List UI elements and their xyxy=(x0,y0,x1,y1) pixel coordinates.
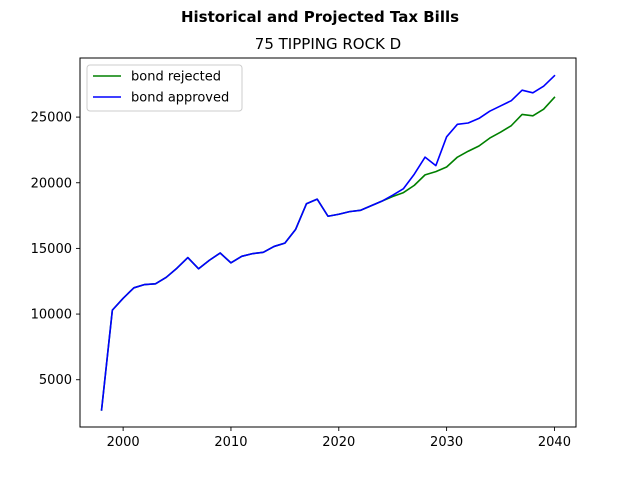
y-tick-label: 10000 xyxy=(31,308,72,323)
legend: bond rejected bond approved xyxy=(86,64,243,112)
series-line-bond-rejected xyxy=(100,96,556,411)
y-tick-label: 5000 xyxy=(39,373,72,388)
x-tick-label: 2030 xyxy=(430,435,463,450)
legend-entry-label: bond rejected xyxy=(131,70,221,85)
chart-suptitle: Historical and Projected Tax Bills xyxy=(181,8,459,26)
y-tick-label: 20000 xyxy=(31,176,72,191)
y-axis: 5000 10000 15000 20000 25000 xyxy=(31,111,80,388)
series-line-bond-approved xyxy=(100,74,556,411)
y-tick-label: 25000 xyxy=(31,111,72,126)
axes-frame xyxy=(79,57,577,428)
x-tick-label: 2020 xyxy=(322,435,355,450)
legend-box xyxy=(86,64,243,112)
x-tick-label: 2010 xyxy=(214,435,247,450)
x-tick-label: 2040 xyxy=(538,435,571,450)
plot-area xyxy=(100,74,556,411)
x-axis: 2000 2010 2020 2030 2040 xyxy=(107,427,571,450)
x-tick-label: 2000 xyxy=(107,435,140,450)
legend-entry-label: bond approved xyxy=(131,91,229,106)
y-tick-label: 15000 xyxy=(31,242,72,257)
chart-title: 75 TIPPING ROCK D xyxy=(255,35,401,53)
